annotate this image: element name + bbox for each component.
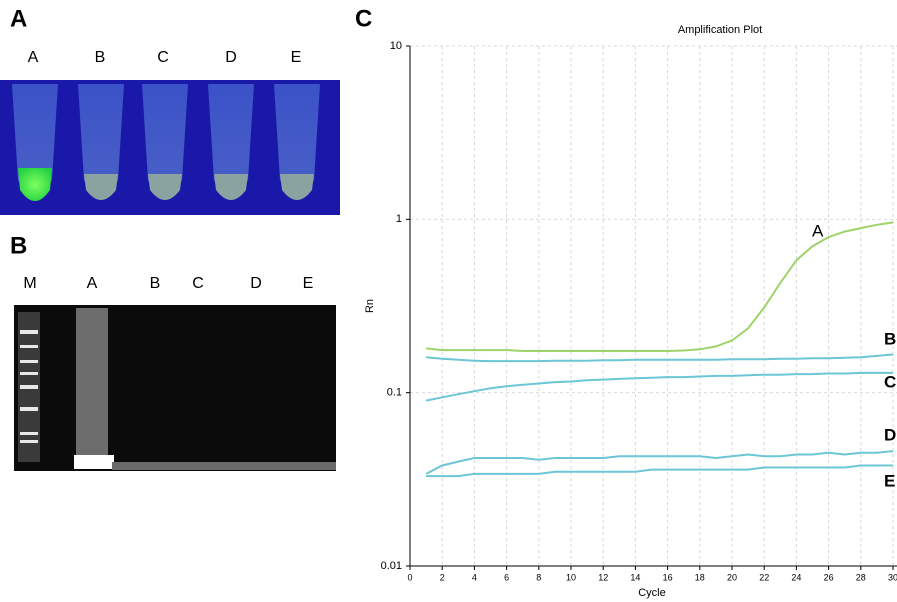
x-tick-label: 20 [727, 572, 737, 582]
x-tick-label: 30 [888, 572, 897, 582]
x-tick-label: 2 [440, 572, 445, 582]
x-tick-label: 0 [407, 572, 412, 582]
x-tick-label: 10 [566, 572, 576, 582]
lane-label: M [23, 275, 36, 292]
x-tick-label: 26 [824, 572, 834, 582]
lane-label: D [250, 275, 262, 292]
x-tick-label: 4 [472, 572, 477, 582]
series-line [425, 450, 894, 475]
x-tick-label: 6 [504, 572, 509, 582]
lane-label: B [95, 49, 106, 66]
lane-label: A [87, 275, 98, 292]
gel [14, 305, 336, 471]
y-axis-title: Rn [364, 299, 376, 313]
lane-label: C [192, 275, 204, 292]
curve-label: D [884, 425, 896, 444]
y-tick-label: 0.1 [387, 387, 402, 399]
series-line [425, 371, 893, 402]
gel-bands [18, 308, 336, 470]
lane-label: B [150, 275, 161, 292]
x-tick-label: 16 [663, 572, 673, 582]
plot-area [410, 46, 897, 566]
curve-label: A [812, 221, 824, 240]
series-line [426, 353, 894, 363]
x-tick-label: 28 [856, 572, 866, 582]
lane-label: A [28, 49, 39, 66]
series-line [426, 464, 893, 478]
series-line [425, 221, 894, 352]
x-axis-title: Cycle [638, 587, 666, 599]
panel-label: A [10, 5, 27, 32]
tubes [12, 84, 320, 201]
lane-label: C [157, 49, 169, 66]
lane-label: D [225, 49, 237, 66]
x-tick-label: 22 [759, 572, 769, 582]
lane-label: E [303, 275, 314, 292]
lane-label: E [291, 49, 302, 66]
curve-label: C [884, 372, 896, 391]
curve-label: B [884, 329, 896, 348]
panel-label: C [355, 5, 372, 32]
y-tick-label: 0.01 [381, 560, 402, 572]
panel-label: B [10, 232, 27, 259]
x-tick-label: 8 [536, 572, 541, 582]
y-tick-label: 10 [390, 40, 402, 52]
chart-title: Amplification Plot [678, 24, 762, 36]
x-tick-label: 24 [791, 572, 801, 582]
x-tick-label: 12 [598, 572, 608, 582]
curve-label: E [884, 471, 895, 490]
x-tick-label: 18 [695, 572, 705, 582]
y-tick-label: 1 [396, 213, 402, 225]
x-tick-label: 14 [630, 572, 640, 582]
